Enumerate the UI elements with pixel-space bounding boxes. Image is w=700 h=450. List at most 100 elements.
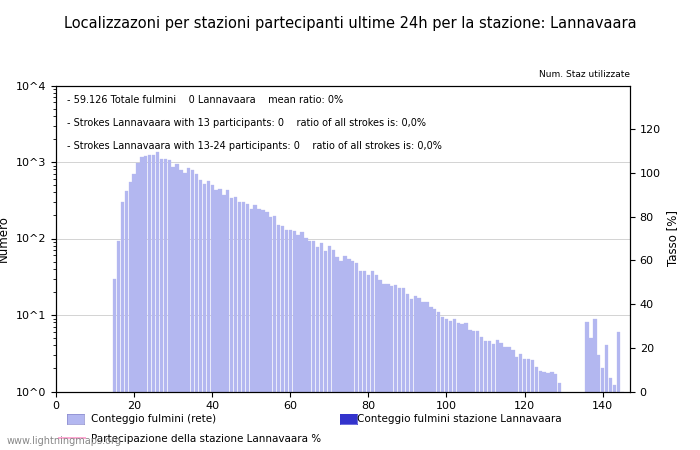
Bar [503, 347, 507, 450]
Bar [293, 231, 296, 450]
Bar [589, 338, 593, 450]
Bar [472, 331, 475, 450]
Bar [269, 216, 272, 450]
Bar [214, 190, 218, 450]
Bar [332, 250, 335, 450]
Bar [176, 164, 178, 450]
Bar [468, 330, 472, 450]
Bar [444, 319, 448, 450]
Bar [316, 247, 319, 450]
Bar [612, 386, 616, 450]
Bar [343, 256, 346, 450]
Bar [136, 162, 140, 450]
Bar [398, 288, 401, 450]
Bar [566, 446, 569, 450]
Bar [340, 261, 343, 450]
Bar [355, 263, 358, 450]
Bar [113, 279, 116, 450]
Bar [491, 344, 495, 450]
Bar [550, 372, 554, 450]
Bar [379, 280, 382, 450]
Bar [234, 197, 237, 450]
Bar [164, 158, 167, 450]
Bar [437, 311, 440, 450]
Text: www.lightningmaps.org: www.lightningmaps.org [7, 436, 122, 446]
Bar [125, 191, 128, 450]
Bar [421, 302, 425, 450]
Bar [152, 155, 155, 450]
Bar [359, 271, 362, 450]
Bar [597, 355, 601, 450]
Bar [258, 209, 260, 450]
Bar [617, 332, 620, 450]
Bar [500, 343, 503, 450]
Bar [218, 189, 222, 450]
Bar [406, 294, 409, 450]
Bar [441, 317, 444, 450]
Bar [238, 202, 242, 450]
Bar [351, 261, 354, 450]
Bar [461, 324, 464, 450]
Bar [531, 360, 534, 450]
Bar [535, 367, 538, 450]
Bar [593, 319, 596, 450]
Bar [456, 324, 460, 450]
Bar [370, 271, 374, 450]
Text: - 59.126 Totale fulmini    0 Lannavaara    mean ratio: 0%: - 59.126 Totale fulmini 0 Lannavaara mea… [67, 94, 344, 105]
Bar [394, 285, 398, 450]
Text: - Strokes Lannavaara with 13 participants: 0    ratio of all strokes is: 0,0%: - Strokes Lannavaara with 13 participant… [67, 117, 426, 128]
Bar [414, 296, 417, 450]
Bar [511, 350, 514, 450]
Y-axis label: Numero: Numero [0, 215, 10, 262]
Bar [199, 180, 202, 450]
Bar [253, 205, 257, 450]
Bar [382, 284, 386, 450]
Bar [527, 359, 530, 450]
Bar [191, 171, 195, 450]
Text: - Strokes Lannavaara with 13-24 participants: 0    ratio of all strokes is: 0,0%: - Strokes Lannavaara with 13-24 particip… [67, 140, 442, 151]
Bar [390, 286, 393, 450]
Bar [620, 392, 624, 450]
Bar [160, 159, 163, 450]
Bar [488, 341, 491, 450]
Bar [120, 202, 124, 450]
Bar [453, 319, 456, 450]
Text: Num. Staz utilizzate: Num. Staz utilizzate [539, 70, 630, 79]
Bar [347, 259, 351, 450]
Bar [585, 322, 589, 450]
Bar [363, 271, 366, 450]
Bar [132, 175, 136, 450]
Bar [246, 204, 249, 450]
Bar [515, 357, 519, 450]
Bar [554, 374, 557, 450]
Bar [156, 152, 159, 450]
Bar [484, 341, 487, 450]
Bar [140, 158, 143, 450]
Bar [222, 195, 225, 450]
Bar [386, 284, 390, 450]
Bar [226, 190, 230, 450]
Bar [179, 170, 183, 450]
Bar [480, 337, 483, 450]
Bar [273, 216, 276, 450]
Bar [277, 225, 280, 450]
Bar [464, 323, 468, 450]
Bar [523, 359, 526, 450]
Bar [335, 257, 339, 450]
Bar [183, 173, 186, 450]
Bar [328, 247, 331, 450]
Bar [449, 321, 452, 450]
Bar [546, 373, 550, 450]
Bar [285, 230, 288, 450]
Bar [250, 209, 253, 450]
Bar [601, 369, 604, 450]
Bar [402, 288, 405, 450]
Bar [211, 185, 214, 450]
Bar [429, 307, 433, 450]
Text: Conteggio fulmini stazione Lannavaara: Conteggio fulmini stazione Lannavaara [357, 414, 561, 423]
Y-axis label: Tasso [%]: Tasso [%] [666, 211, 680, 266]
Bar [203, 184, 206, 450]
Bar [304, 238, 307, 450]
Bar [296, 234, 300, 450]
Bar [367, 275, 370, 450]
